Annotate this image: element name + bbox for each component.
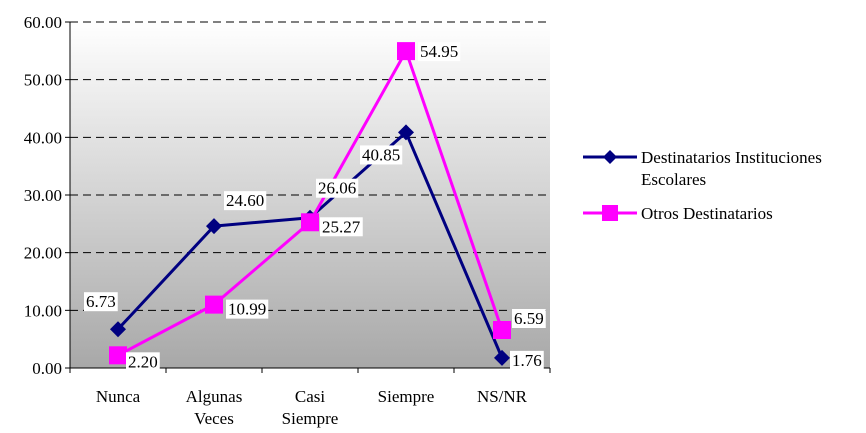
legend-marker-diamond (603, 150, 617, 164)
category-label: Algunas (186, 387, 243, 406)
data-label-bg (224, 191, 267, 211)
data-label-bg (320, 217, 363, 237)
y-tick-label: 10.00 (24, 301, 62, 320)
data-label: 1.76 (512, 351, 542, 370)
gridlines (70, 21, 550, 311)
data-point-diamond (398, 124, 414, 141)
data-label: 40.85 (362, 145, 400, 164)
y-tick-label: 50.00 (24, 71, 62, 90)
category-label: Veces (194, 409, 234, 428)
y-tick-label: 20.00 (24, 244, 62, 263)
category-label: Nunca (96, 387, 141, 406)
category-label: Siempre (282, 409, 339, 428)
data-labels: 6.73 24.60 26.06 40.85 1.76 2.20 10.99 25.27 54.… (84, 42, 546, 372)
y-tick-labels: 0.00 10.00 20.00 30.00 40.00 50.00 60.00 (24, 13, 62, 378)
data-label-bg (512, 308, 546, 328)
legend-marker-square (602, 205, 618, 221)
x-tick-labels: Nunca Algunas Veces Casi Siempre Siempre NS/NR (96, 387, 528, 428)
data-point-diamond (494, 349, 510, 366)
data-point-square (301, 213, 319, 232)
data-point-square (109, 346, 127, 365)
data-label-bg (418, 42, 461, 62)
data-label-bg (126, 352, 160, 372)
data-label-bg (360, 145, 403, 165)
data-label-bg (510, 350, 544, 370)
data-label-bg (316, 178, 359, 198)
data-point-square (205, 295, 223, 314)
data-label: 24.60 (226, 191, 264, 210)
legend-label: Escolares (641, 170, 706, 189)
legend-label: Otros Destinatarios (641, 204, 773, 223)
y-tick-label: 0.00 (32, 359, 62, 378)
category-label: NS/NR (477, 387, 528, 406)
y-tick-label: 60.00 (24, 13, 62, 32)
series-group (109, 42, 511, 366)
data-label: 26.06 (318, 179, 356, 198)
data-point-diamond (110, 321, 126, 338)
data-label: 10.99 (228, 300, 266, 319)
data-label: 25.27 (322, 217, 361, 236)
data-label-bg (84, 292, 118, 312)
data-point-square (493, 320, 511, 339)
legend-label: Destinatarios Instituciones (641, 148, 822, 167)
category-label: Casi (295, 387, 326, 406)
legend: Destinatarios Instituciones Escolares Otro… (583, 148, 822, 223)
data-label: 2.20 (128, 352, 158, 371)
y-tick-label: 40.00 (24, 128, 62, 147)
data-point-diamond (206, 218, 222, 235)
data-label: 6.59 (514, 309, 544, 328)
y-tick-label: 30.00 (24, 186, 62, 205)
data-label-bg (226, 299, 269, 319)
data-point-square (397, 42, 415, 61)
data-label: 6.73 (86, 292, 116, 311)
data-label: 54.95 (420, 42, 458, 61)
category-label: Siempre (378, 387, 435, 406)
